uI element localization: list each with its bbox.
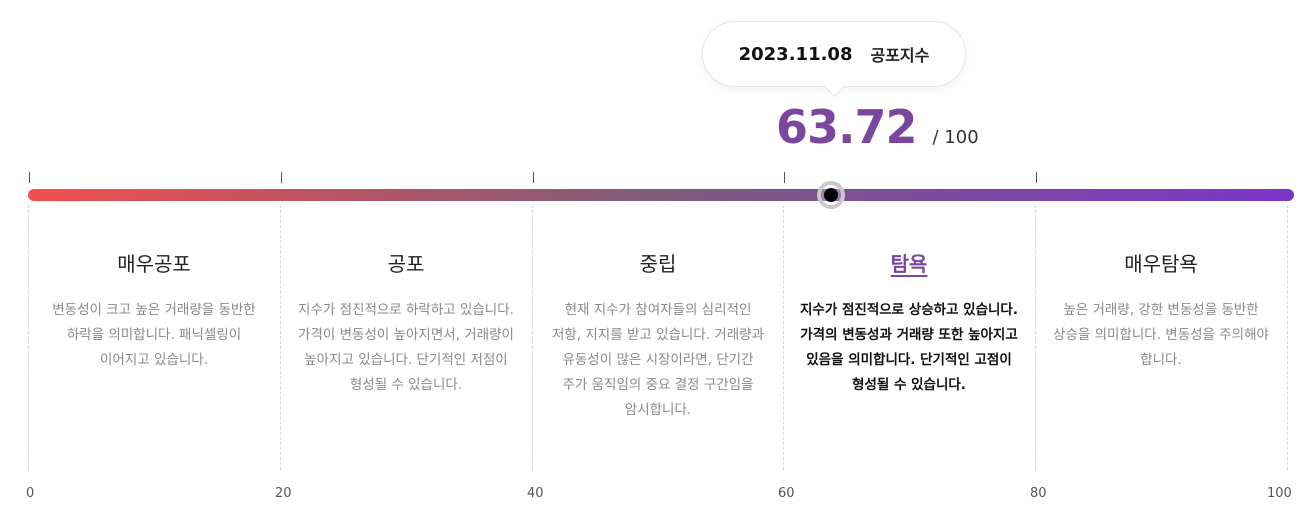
zone-greed: 탐욕 지수가 점진적으로 상승하고 있습니다. 가격의 변동성과 거래량 또한 … (799, 248, 1019, 398)
zone-description: 지수가 점진적으로 상승하고 있습니다. 가격의 변동성과 거래량 또한 높아지… (800, 302, 1018, 393)
zone-extreme-greed: 매우탐욕 높은 거래량, 강한 변동성을 동반한 상승을 의미합니다. 변동성을… (1051, 248, 1271, 373)
scale-label: 20 (275, 486, 292, 501)
zone-divider (1287, 205, 1288, 470)
zone-description: 높은 거래량, 강한 변동성을 동반한 상승을 의미합니다. 변동성을 주의해야… (1053, 302, 1269, 368)
zone-fear: 공포 지수가 점진적으로 하락하고 있습니다. 가격이 변동성이 높아지면서, … (296, 248, 516, 398)
scale-tick (29, 172, 30, 183)
scale-label: 0 (26, 486, 35, 501)
gauge-knob[interactable] (816, 181, 845, 209)
scale-label: 60 (778, 486, 795, 501)
zone-description: 변동성이 크고 높은 거래량을 동반한 하락을 의미합니다. 패닉셀링이 이어지… (52, 302, 256, 368)
zone-title: 공포 (387, 252, 425, 276)
scale-label: 40 (527, 486, 544, 501)
zone-title: 매우탐욕 (1124, 252, 1198, 276)
scale-label: 80 (1030, 486, 1047, 501)
zone-title[interactable]: 탐욕 (890, 252, 928, 276)
zone-title: 매우공포 (117, 252, 191, 276)
zone-divider (532, 205, 533, 470)
scale-tick (533, 172, 534, 183)
zone-divider (28, 205, 29, 470)
scale-tick (784, 172, 785, 183)
gauge-track (28, 189, 1294, 201)
gauge-knob-dot (823, 188, 838, 202)
zone-extreme-fear: 매우공포 변동성이 크고 높은 거래량을 동반한 하락을 의미합니다. 패닉셀링… (44, 248, 264, 373)
zone-divider (280, 205, 281, 470)
score-value: 63.72 (776, 100, 918, 154)
zone-description: 지수가 점진적으로 하락하고 있습니다. 가격이 변동성이 높아지면서, 거래량… (298, 302, 514, 393)
score-readout: 63.72 / 100 (776, 100, 979, 154)
tooltip-label: 공포지수 (870, 46, 930, 65)
scale-tick (281, 172, 282, 183)
zone-divider (1035, 205, 1036, 470)
scale-tick (1036, 172, 1037, 183)
zone-neutral: 중립 현재 지수가 참여자들의 심리적인 저항, 지지를 받고 있습니다. 거래… (548, 248, 768, 423)
zone-title: 중립 (639, 252, 677, 276)
value-tooltip: 2023.11.08 공포지수 (702, 21, 966, 87)
scale-label: 100 (1267, 486, 1292, 501)
zone-divider (783, 205, 784, 470)
score-max: / 100 (932, 127, 979, 148)
tooltip-date: 2023.11.08 (738, 43, 853, 65)
zone-description: 현재 지수가 참여자들의 심리적인 저항, 지지를 받고 있습니다. 거래량과 … (551, 302, 765, 418)
